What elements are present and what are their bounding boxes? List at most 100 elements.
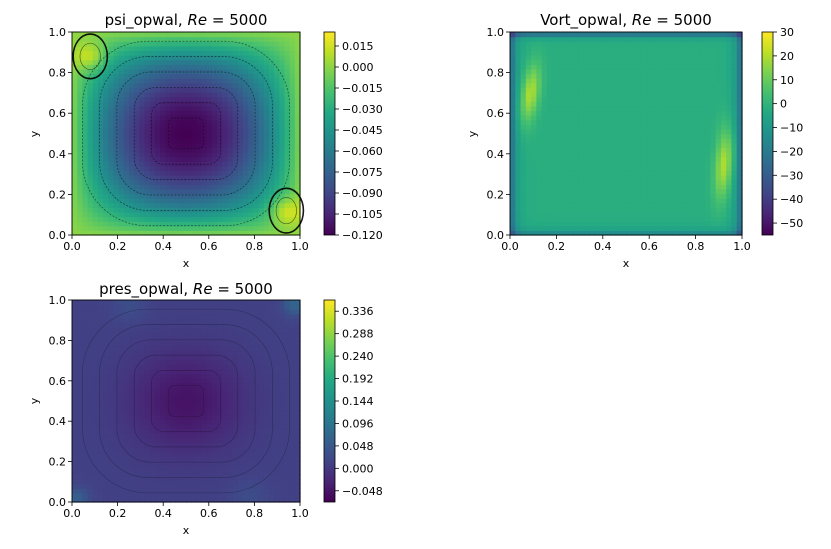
heatmap-cell	[610, 36, 617, 42]
heatmap-cell	[610, 198, 617, 204]
heatmap-cell	[97, 170, 104, 176]
heatmap-cell	[510, 170, 516, 176]
heatmap-cell	[562, 138, 569, 144]
heatmap-cell	[217, 211, 223, 218]
heatmap-cell	[546, 161, 553, 167]
heatmap-cell	[108, 410, 115, 416]
heatmap-cell	[129, 133, 135, 139]
heatmap-cell	[294, 59, 301, 65]
heatmap-cell	[201, 469, 208, 476]
heatmap-cell	[525, 96, 532, 102]
heatmap-cell	[201, 451, 208, 457]
heatmap-cell	[573, 128, 580, 135]
heatmap-cell	[279, 41, 286, 47]
heatmap-cell	[237, 124, 244, 130]
heatmap-cell	[237, 115, 244, 121]
heatmap-cell	[154, 151, 161, 158]
heatmap-cell	[97, 442, 104, 448]
heatmap-cell	[87, 401, 94, 407]
heatmap-cell	[263, 115, 270, 121]
heatmap-cell	[108, 460, 115, 466]
heatmap-cell	[237, 184, 244, 190]
heatmap-cell	[154, 184, 161, 190]
heatmap-cell	[284, 469, 291, 476]
heatmap-cell	[294, 188, 301, 195]
heatmap-cell	[641, 32, 648, 38]
heatmap-cell	[243, 133, 249, 139]
heatmap-cell	[196, 147, 203, 153]
heatmap-cell	[149, 207, 156, 213]
heatmap-cell	[180, 414, 187, 420]
heatmap-cell	[134, 211, 140, 218]
heatmap-cell	[103, 396, 109, 402]
heatmap-cell	[604, 216, 611, 222]
heatmap-cell	[118, 138, 125, 144]
heatmap-cell	[263, 230, 270, 236]
heatmap-cell	[77, 45, 83, 52]
heatmap-cell	[294, 165, 301, 172]
heatmap-cell	[113, 414, 120, 420]
heatmap-cell	[160, 133, 166, 139]
heatmap-cell	[87, 193, 94, 199]
heatmap-cell	[113, 428, 120, 434]
heatmap-cell	[268, 147, 275, 153]
heatmap-cell	[568, 45, 574, 52]
heatmap-cell	[520, 32, 527, 38]
heatmap-cell	[552, 161, 559, 167]
heatmap-cell	[77, 96, 83, 102]
heatmap-cell	[557, 96, 564, 102]
contour-line	[168, 117, 204, 150]
heatmap-cell	[684, 161, 690, 167]
heatmap-cell	[694, 105, 701, 112]
heatmap-cell	[170, 128, 177, 135]
heatmap-cell	[134, 419, 140, 425]
heatmap-cell	[113, 497, 120, 503]
heatmap-cell	[201, 110, 208, 116]
heatmap-cell	[165, 82, 172, 88]
heatmap-cell	[668, 115, 675, 121]
heatmap-cell	[82, 469, 89, 476]
heatmap-cell	[206, 184, 213, 190]
heatmap-cell	[289, 55, 296, 61]
heatmap-cell	[139, 488, 146, 494]
heatmap-cell	[180, 437, 187, 443]
x-tick-label: 0.2	[548, 240, 566, 253]
heatmap-cell	[620, 207, 627, 213]
heatmap-cell	[678, 96, 685, 102]
heatmap-cell	[657, 193, 664, 199]
heatmap-cell	[72, 497, 78, 503]
heatmap-cell	[562, 151, 569, 158]
heatmap-cell	[258, 497, 265, 503]
heatmap-cell	[631, 216, 638, 222]
heatmap-cell	[510, 221, 516, 227]
heatmap-cell	[568, 128, 574, 135]
heatmap-cell	[217, 64, 223, 70]
heatmap-cell	[118, 428, 125, 434]
heatmap-cell	[92, 175, 99, 181]
heatmap-cell	[139, 221, 146, 227]
heatmap-cell	[191, 198, 197, 204]
heatmap-cell	[557, 230, 564, 236]
heatmap-cell	[196, 456, 203, 462]
heatmap-cell	[108, 87, 115, 93]
heatmap-cell	[583, 151, 590, 158]
heatmap-cell	[149, 401, 156, 407]
heatmap-cell	[604, 87, 611, 93]
heatmap-cell	[657, 105, 664, 112]
heatmap-cell	[652, 221, 659, 227]
heatmap-cell	[258, 225, 265, 231]
heatmap-cell	[263, 110, 270, 116]
heatmap-cell	[139, 147, 146, 153]
heatmap-cell	[662, 45, 669, 52]
heatmap-cell	[731, 45, 738, 52]
heatmap-cell	[237, 175, 244, 181]
heatmap-cell	[568, 142, 574, 148]
heatmap-cell	[165, 41, 172, 47]
heatmap-cell	[573, 170, 580, 176]
heatmap-cell	[546, 101, 553, 107]
heatmap-cell	[284, 184, 291, 190]
heatmap-cell	[689, 193, 696, 199]
heatmap-cell	[144, 59, 151, 65]
heatmap-cell	[699, 41, 706, 47]
eddy-contour	[72, 33, 109, 80]
